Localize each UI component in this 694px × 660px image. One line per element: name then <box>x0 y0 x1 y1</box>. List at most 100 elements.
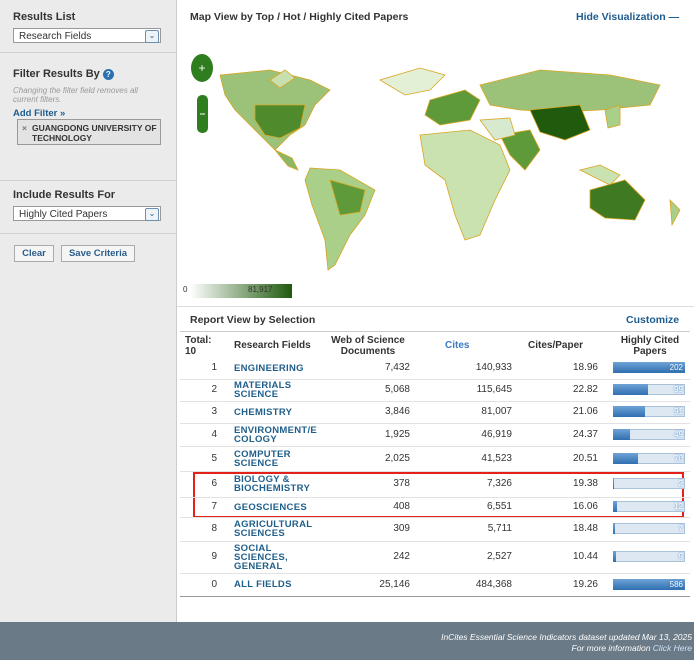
report-title: Report View by Selection <box>190 314 316 326</box>
link-text: Hide Visualization <box>576 11 666 23</box>
clear-button[interactable]: Clear <box>14 245 54 262</box>
footer-text: InCites Essential Science Indicators dat… <box>441 632 692 654</box>
bar-label: 91 <box>674 407 683 416</box>
label: Results List <box>13 11 76 23</box>
cites: 7,326 <box>486 478 512 489</box>
cites-per-paper: 18.96 <box>572 362 598 373</box>
row-line <box>180 471 690 472</box>
bar-label: 2 <box>678 479 683 488</box>
field[interactable]: ENVIRONMENT/E COLOGY <box>234 424 318 445</box>
documents: 378 <box>393 478 410 489</box>
field[interactable]: AGRICULTURAL SCIENCES <box>234 519 313 539</box>
bar <box>613 478 614 489</box>
cites: 6,551 <box>486 501 512 512</box>
documents: 7,432 <box>384 362 410 373</box>
documents: 3,846 <box>384 406 410 417</box>
bar-label: 99 <box>674 385 683 394</box>
column-header[interactable]: Highly Cited Papers <box>620 335 680 357</box>
hint: Changing the filter field removes all cu… <box>13 86 138 104</box>
rank: 9 <box>211 551 217 562</box>
cites-per-paper: 20.51 <box>572 452 598 464</box>
field[interactable]: ENGINEERING <box>234 362 304 374</box>
column-header[interactable]: Web of Science Documents <box>331 335 405 357</box>
row-line <box>180 541 690 542</box>
bar <box>613 452 638 464</box>
bar <box>613 578 685 590</box>
rank: 5 <box>211 452 217 464</box>
label: Filter Results By ? <box>13 68 114 80</box>
bar-label: 202 <box>669 363 683 372</box>
documents: 242 <box>393 551 410 562</box>
label-text: Filter Results By <box>13 68 100 80</box>
cites: 46,919 <box>481 428 512 440</box>
bar <box>613 362 685 373</box>
field[interactable]: MATERIALS SCIENCE <box>234 380 292 400</box>
cites: 81,007 <box>481 406 512 417</box>
total-value: 10 <box>185 346 197 357</box>
divider <box>0 233 176 234</box>
documents: 2,025 <box>384 452 410 464</box>
field[interactable]: COMPUTER SCIENCE <box>234 448 291 469</box>
cites-per-paper: 24.37 <box>572 428 598 440</box>
row-line <box>180 401 690 402</box>
rank: 8 <box>211 523 217 534</box>
row-line <box>180 446 690 447</box>
bar <box>613 501 618 512</box>
field[interactable]: ALL FIELDS <box>234 579 292 590</box>
cites-per-paper: 16.06 <box>572 501 598 512</box>
divider <box>0 52 176 53</box>
footer-link[interactable]: Click Here <box>652 643 692 653</box>
rank: 0 <box>211 578 217 590</box>
hide-visualization[interactable]: Hide Visualization — <box>576 11 680 23</box>
dropdown[interactable]: Highly Cited Papers ⌄ <box>13 206 161 221</box>
bar <box>613 406 646 417</box>
bar-label: 70 <box>674 453 683 463</box>
footer-line: InCites Essential Science Indicators dat… <box>441 632 692 642</box>
bar <box>613 551 617 562</box>
legend-max: 81,917 <box>248 285 273 294</box>
rank: 4 <box>211 428 217 440</box>
label: Include Results For <box>13 189 116 201</box>
bar <box>613 523 616 534</box>
map-title: Map View by Top / Hot / Highly Cited Pap… <box>190 11 409 23</box>
dropdown-value: Research Fields <box>19 31 92 42</box>
cites: 2,527 <box>486 551 512 562</box>
rank: 2 <box>211 384 217 395</box>
cites: 115,645 <box>476 384 512 395</box>
cites: 140,933 <box>475 362 512 373</box>
row-line <box>180 517 690 518</box>
svg-text:+: + <box>198 61 205 75</box>
row-line <box>180 596 690 597</box>
cites-per-paper: 18.48 <box>572 523 598 534</box>
field[interactable]: BIOLOGY & BIOCHEMISTRY <box>234 474 311 494</box>
field[interactable]: SOCIAL SCIENCES, GENERAL <box>234 542 288 572</box>
bar <box>613 428 631 440</box>
filter-chip[interactable]: × GUANGDONG UNIVERSITY OF TECHNOLOGY <box>17 119 161 145</box>
bar-label: 586 <box>669 579 683 589</box>
column-header[interactable]: Research Fields <box>234 340 311 351</box>
dropdown[interactable]: Research Fields ⌄ <box>13 28 161 43</box>
customize[interactable]: Customize <box>626 314 680 326</box>
cites-per-paper: 21.06 <box>572 406 598 417</box>
save-button[interactable]: Save Criteria <box>61 245 135 262</box>
column-header[interactable]: Cites <box>445 340 470 351</box>
field[interactable]: CHEMISTRY <box>234 406 293 418</box>
world-map: + <box>180 40 692 302</box>
total-label: Total: <box>185 335 212 346</box>
footer-line: For more information <box>571 643 651 653</box>
cites: 41,523 <box>481 452 512 464</box>
total: Total: 10 <box>185 335 211 357</box>
chip-text: GUANGDONG UNIVERSITY OF TECHNOLOGY <box>32 123 157 143</box>
rank: 7 <box>211 501 217 512</box>
row-line <box>180 423 690 424</box>
documents: 5,068 <box>384 384 410 395</box>
field[interactable]: GEOSCIENCES <box>234 501 307 513</box>
bar <box>613 384 649 395</box>
bar-label: 49 <box>674 429 683 439</box>
column-header[interactable]: Cites/Paper <box>528 340 584 351</box>
divider <box>0 180 176 181</box>
bar-label: 7 <box>678 524 683 533</box>
add-filter[interactable]: Add Filter » <box>13 108 66 119</box>
cites: 484,368 <box>475 578 512 590</box>
